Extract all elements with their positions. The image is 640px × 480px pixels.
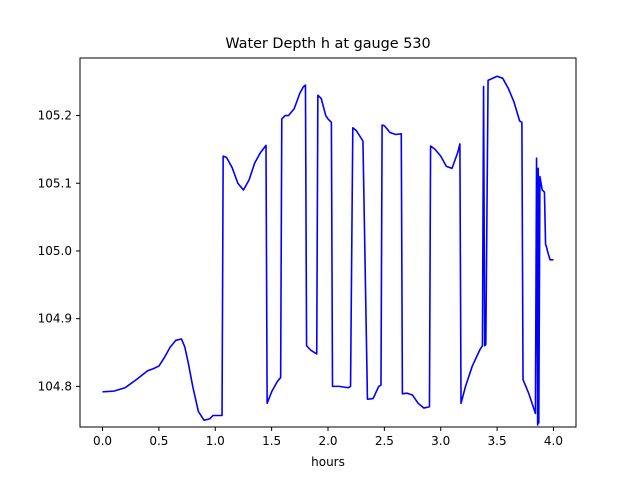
x-tick-label: 4.0 xyxy=(544,434,563,448)
y-tick-label: 105.0 xyxy=(38,244,72,258)
x-tick-label: 1.5 xyxy=(262,434,281,448)
x-tick-label: 3.0 xyxy=(431,434,450,448)
x-tick-label: 0.0 xyxy=(93,434,112,448)
x-tick-label: 2.0 xyxy=(318,434,337,448)
y-tick-label: 105.1 xyxy=(38,176,72,190)
x-tick-label: 1.0 xyxy=(206,434,225,448)
x-tick-label: 3.5 xyxy=(488,434,507,448)
y-tick-label: 105.2 xyxy=(38,109,72,123)
y-tick-label: 104.8 xyxy=(38,379,72,393)
x-axis-label: hours xyxy=(311,455,345,469)
x-axis-ticks: 0.0 0.5 1.0 1.5 2.0 2.5 3.0 3.5 4.0 xyxy=(93,427,563,448)
series-layer xyxy=(102,75,554,426)
series-line-0 xyxy=(102,75,554,426)
chart-title: Water Depth h at gauge 530 xyxy=(225,36,430,52)
x-tick-label: 0.5 xyxy=(149,434,168,448)
y-tick-label: 104.9 xyxy=(38,312,72,326)
y-axis-ticks: 104.8 104.9 105.0 105.1 105.2 xyxy=(38,109,80,393)
x-tick-label: 2.5 xyxy=(375,434,394,448)
